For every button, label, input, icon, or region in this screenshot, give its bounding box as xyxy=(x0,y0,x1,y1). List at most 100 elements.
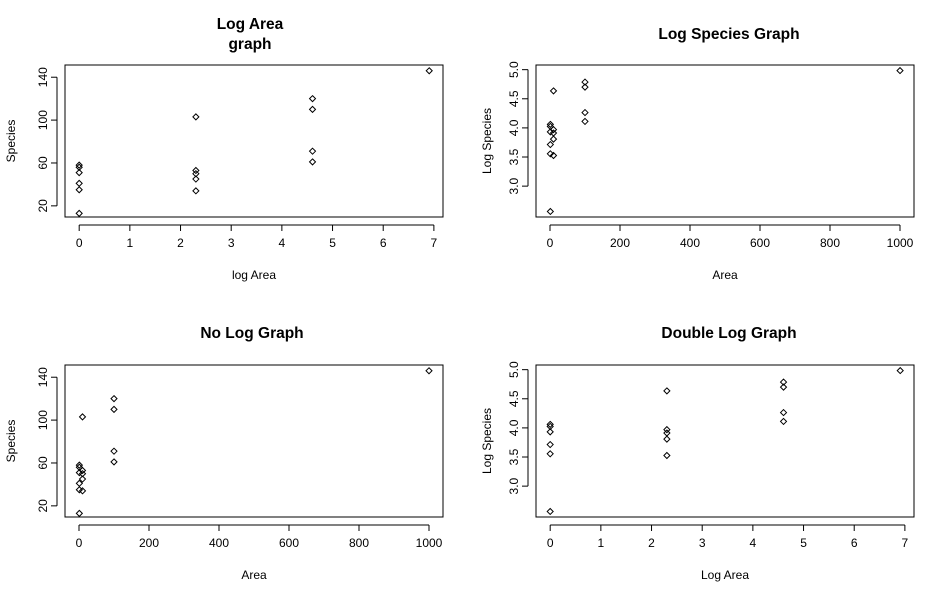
panel-3-y-tick-label-2: 60 xyxy=(36,456,50,470)
panel-2-y-tick-label-1: 3.0 xyxy=(507,177,521,194)
panel-2-data-point-6 xyxy=(546,120,555,129)
panel-4-data-point-16 xyxy=(896,366,904,375)
panel-3-x-tick-label-5: 800 xyxy=(349,536,369,550)
panel-2-x-tick-label-3: 400 xyxy=(680,236,700,250)
panel-2-y-axis-label: Log Species xyxy=(480,108,494,174)
panel-4-data-point-1 xyxy=(546,507,554,516)
panel-1-data-point-13 xyxy=(308,147,317,155)
panel-1-data-point-1 xyxy=(75,209,83,218)
panel-2-x-tick-label-4: 600 xyxy=(750,236,770,250)
panel-4-title: Double Log Graph xyxy=(661,325,796,342)
panel-2-data-point-9 xyxy=(549,129,558,137)
panel-2-x-tick-label-5: 800 xyxy=(820,236,840,250)
panel-1-x-tick-label-4: 3 xyxy=(228,236,235,250)
panel-3-data-point-8 xyxy=(78,475,87,483)
panel-1-x-tick-label-6: 5 xyxy=(329,236,336,250)
panel-1-data-point-2 xyxy=(75,186,83,194)
panel-4-data-point-7 xyxy=(663,451,671,460)
panel-4-data-point-3 xyxy=(546,440,554,449)
panel-3-y-tick-label-4: 140 xyxy=(36,367,50,387)
panel-1-y-axis-label: Species xyxy=(4,120,18,163)
panel-3-data-point-10 xyxy=(78,466,87,475)
panel-2-y-tick-label-5: 5.0 xyxy=(507,61,521,78)
panel-3-title: No Log Graph xyxy=(200,325,303,342)
panel-1-title-line-2: graph xyxy=(228,36,271,53)
panel-2-data-point-7 xyxy=(549,151,558,160)
panel-3-data-point-12 xyxy=(110,458,118,466)
panel-1-x-axis-label: log Area xyxy=(232,268,276,282)
panel-2-y-tick-label-2: 3.5 xyxy=(507,148,521,165)
panel-2-plot-frame xyxy=(535,64,915,218)
panel-1-data-point-8 xyxy=(192,175,200,183)
panel-2-data-point-2 xyxy=(546,150,555,158)
panel-4-x-tick-label-2: 1 xyxy=(598,536,605,550)
panel-1-x-tick-label-7: 6 xyxy=(380,236,387,250)
panel-4-data-point-10 xyxy=(663,425,671,434)
panel-4-x-tick-label-7: 6 xyxy=(851,536,858,550)
panel-1-data-point-9 xyxy=(192,169,200,178)
panel-3-data-point-2 xyxy=(75,486,84,494)
panel-4-data-point-9 xyxy=(663,429,671,437)
panel-2-data-point-16 xyxy=(896,66,904,75)
panel-1-data-point-7 xyxy=(192,187,200,195)
panel-4-data-point-13 xyxy=(779,408,788,417)
panel-3-data-point-3 xyxy=(75,479,84,488)
panel-1-y-tick-label-1: 20 xyxy=(36,199,50,213)
panel-1-data-point-14 xyxy=(308,105,317,114)
panel-4-y-axis-label: Log Species xyxy=(480,408,494,474)
panel-3-y-axis-label: Species xyxy=(4,420,18,463)
panel-3-data-point-11 xyxy=(78,413,87,421)
panel-2-data-point-10 xyxy=(549,125,558,134)
panel-4-y-tick-label-1: 3.0 xyxy=(507,477,521,494)
panel-1-x-tick-label-1: 0 xyxy=(76,236,83,250)
panel-2-data-point-14 xyxy=(581,83,589,91)
panel-3-x-tick-label-2: 200 xyxy=(139,536,159,550)
panel-2-y-tick-label-3: 4.0 xyxy=(507,119,521,136)
panel-4-x-axis-label: Log Area xyxy=(701,568,749,582)
panel-2-data-point-3 xyxy=(546,140,555,149)
panel-2-x-axis-label: Area xyxy=(712,268,738,282)
panel-4-data-point-8 xyxy=(663,435,671,443)
panel-3-data-point-16 xyxy=(425,367,433,375)
panel-3-data-point-6 xyxy=(75,461,84,469)
panel-4-y-tick-label-2: 3.5 xyxy=(507,448,521,465)
panel-1-data-point-15 xyxy=(308,94,317,103)
panel-3-data-point-13 xyxy=(110,447,118,455)
panel-4-data-point-12 xyxy=(779,417,788,426)
panel-1-data-point-16 xyxy=(425,67,433,75)
panel-1-x-tick-label-3: 2 xyxy=(177,236,184,250)
panel-3-data-point-7 xyxy=(78,487,87,495)
panel-3-y-tick-label-3: 100 xyxy=(36,410,50,430)
panel-4-data-point-14 xyxy=(779,383,788,391)
panel-2-data-point-11 xyxy=(549,87,558,95)
panel-1-data-point-4 xyxy=(75,168,83,177)
panel-1-data-point-11 xyxy=(192,113,200,121)
panel-2-x-tick-label-1: 0 xyxy=(547,236,554,250)
panel-1-data-point-12 xyxy=(308,158,317,166)
panel-4-y-tick-label-3: 4.0 xyxy=(507,419,521,436)
panel-1-data-point-6 xyxy=(75,161,83,169)
panel-4-x-tick-label-5: 4 xyxy=(750,536,757,550)
panel-4-data-point-11 xyxy=(663,387,671,395)
panel-3-data-point-1 xyxy=(75,509,84,518)
panel-4-data-point-15 xyxy=(779,378,788,386)
panel-3-x-tick-label-3: 400 xyxy=(209,536,229,550)
panel-4-data-point-4 xyxy=(546,428,554,436)
panel-3-x-tick-label-6: 1000 xyxy=(416,536,443,550)
panel-2-data-point-13 xyxy=(581,108,589,117)
panel-3-x-tick-label-4: 600 xyxy=(279,536,299,550)
panel-3-data-point-15 xyxy=(110,394,118,403)
panel-4-y-tick-label-5: 5.0 xyxy=(507,361,521,378)
panel-2-data-point-15 xyxy=(581,78,589,86)
panel-1-title-line-1: Log Area xyxy=(217,16,284,33)
panel-4-data-point-2 xyxy=(546,450,554,458)
panel-1-x-tick-label-2: 1 xyxy=(127,236,134,250)
panel-3-y-tick-label-1: 20 xyxy=(36,499,50,513)
panel-4-y-tick-label-4: 4.5 xyxy=(507,390,521,407)
panel-3-x-tick-label-1: 0 xyxy=(76,536,83,550)
panel-2-data-point-8 xyxy=(549,135,558,143)
panel-1-x-tick-label-8: 7 xyxy=(431,236,438,250)
panel-4-plot-frame xyxy=(535,364,915,518)
